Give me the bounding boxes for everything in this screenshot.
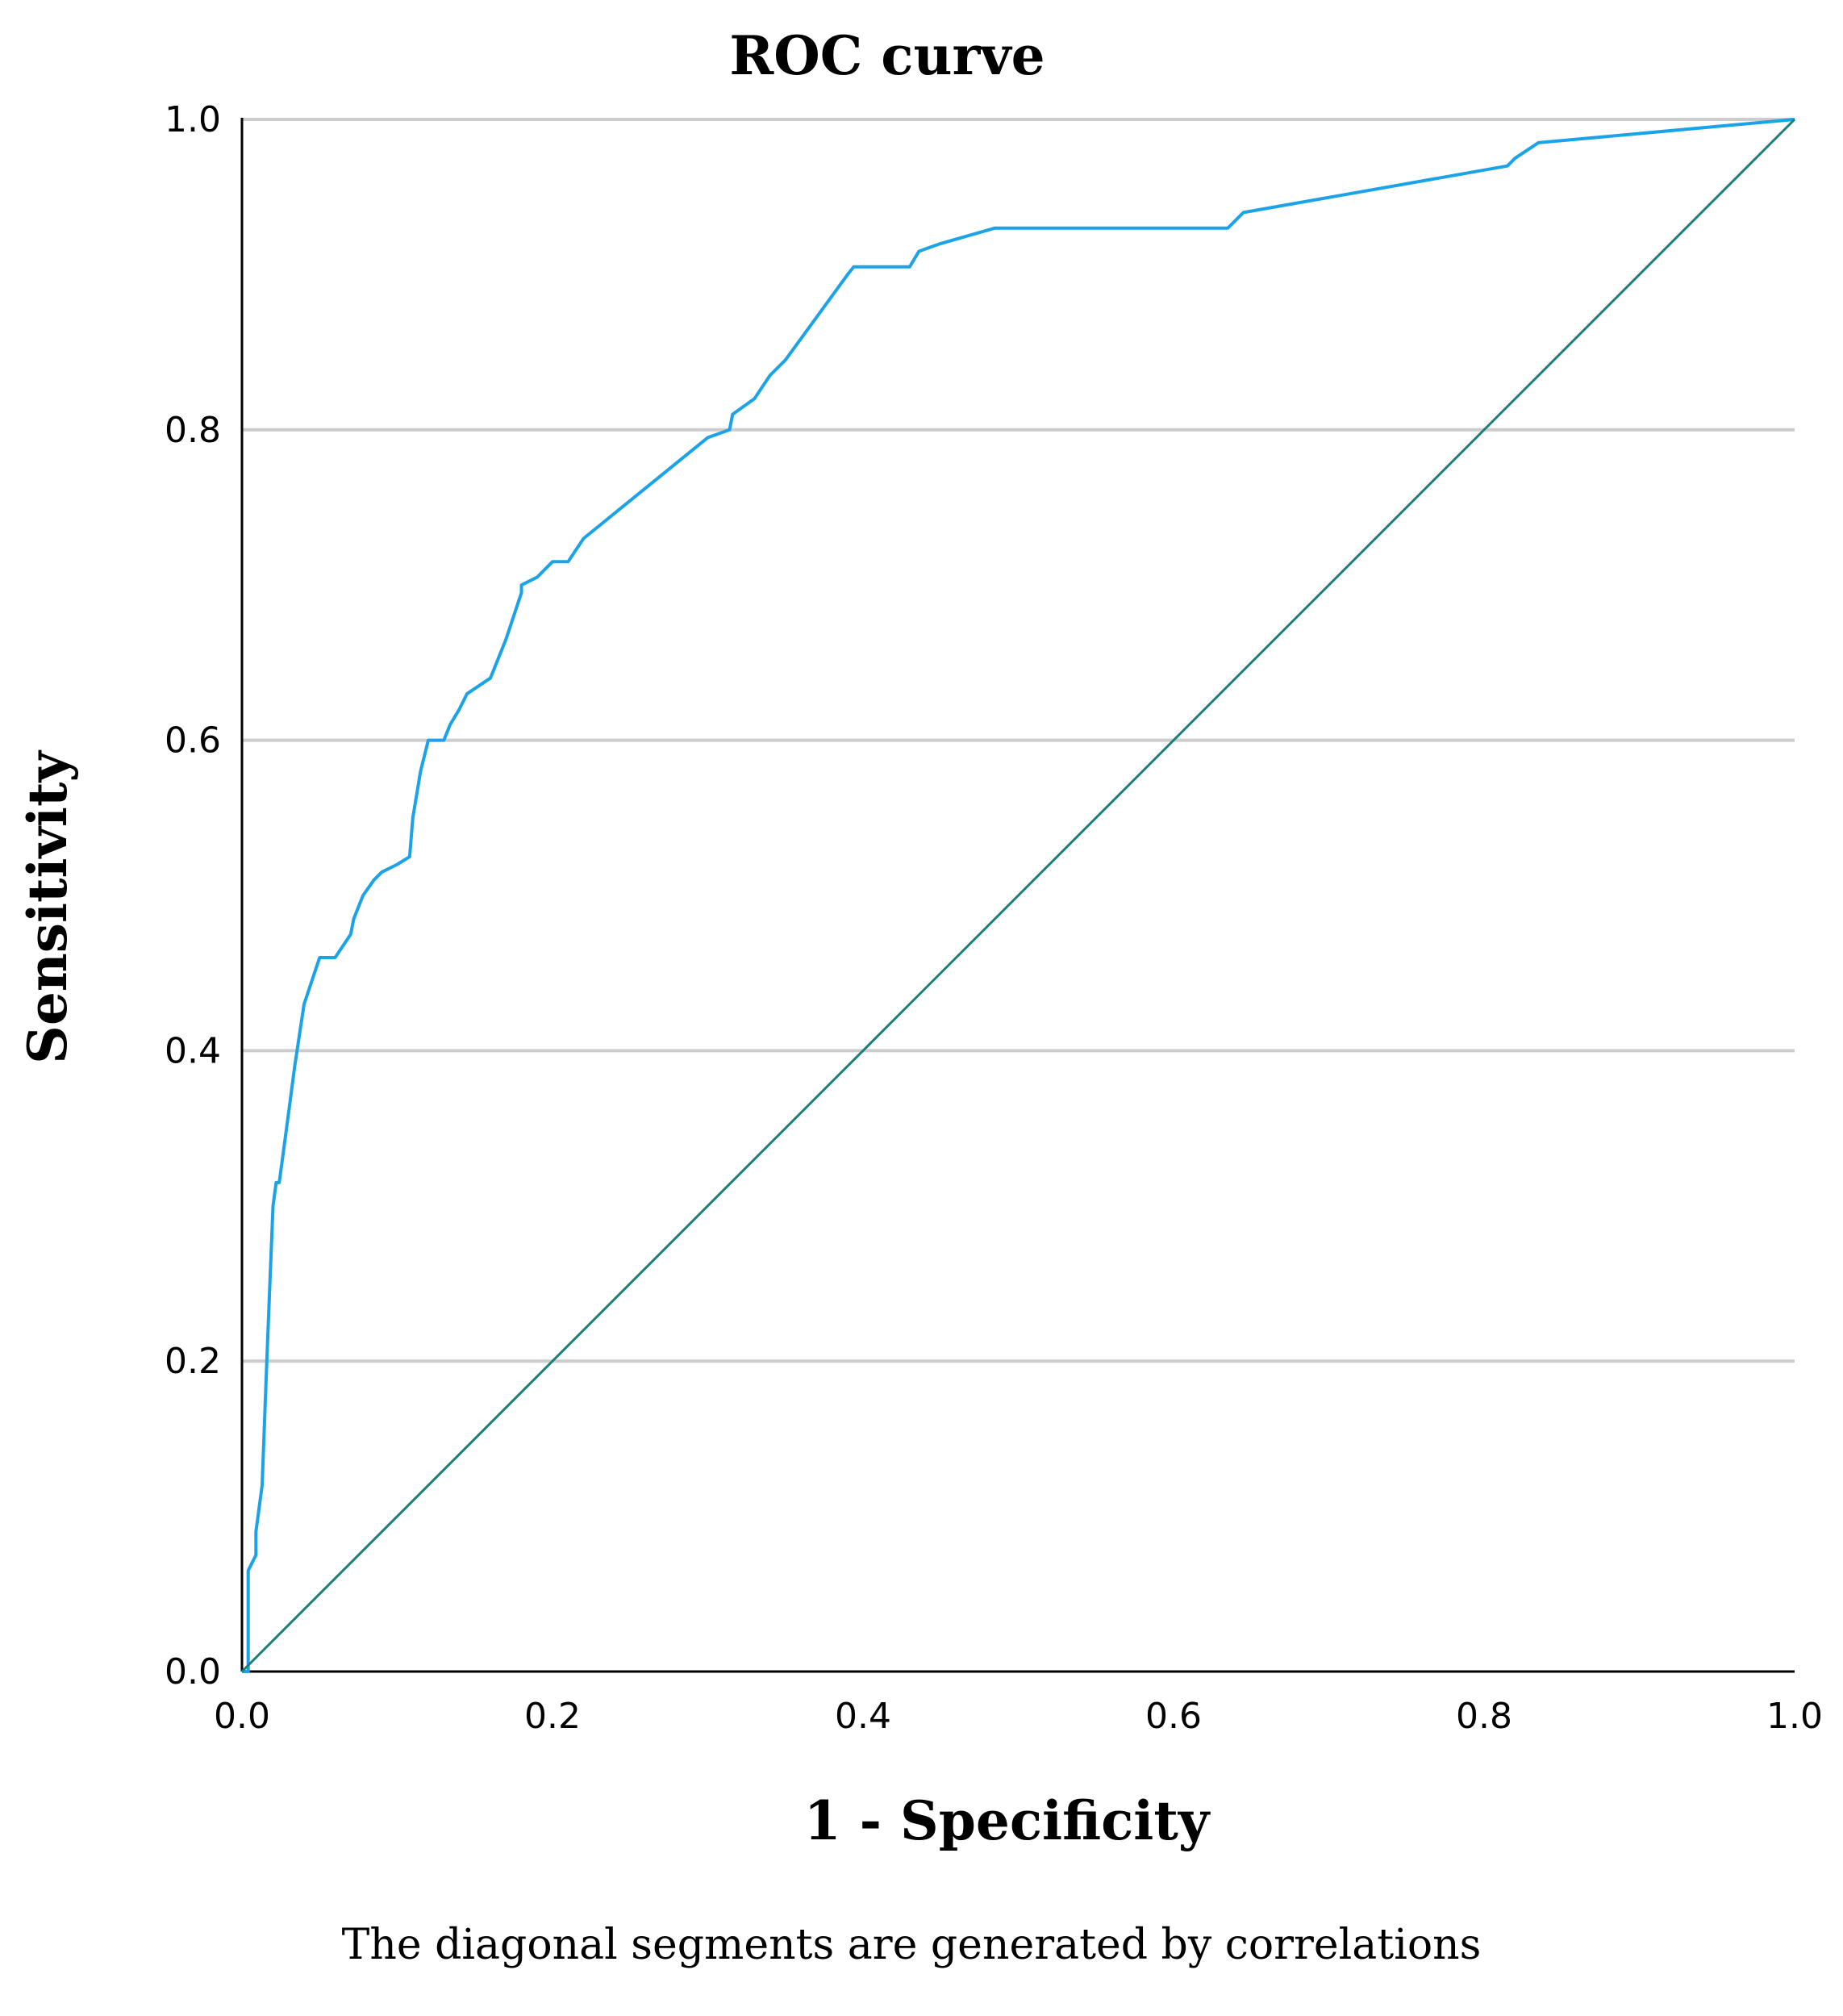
- y-tick-label: 0.8: [165, 410, 221, 451]
- y-tick-label: 0.6: [165, 720, 221, 762]
- axes: [240, 118, 1795, 1673]
- x-tick-label: 0.2: [524, 1696, 581, 1737]
- x-tick-label: 0.4: [835, 1696, 891, 1737]
- y-axis-label: Sensitivity: [16, 750, 79, 1064]
- x-tick-label: 0.0: [214, 1696, 270, 1737]
- y-tick-label: 1.0: [165, 99, 221, 140]
- y-tick-label: 0.0: [165, 1651, 221, 1693]
- x-tick-labels: 0.0 0.2 0.4 0.6 0.8 1.0: [214, 1696, 1823, 1737]
- x-tick-label: 1.0: [1766, 1696, 1823, 1737]
- x-tick-label: 0.8: [1456, 1696, 1512, 1737]
- gridlines: [242, 118, 1795, 1363]
- x-tick-label: 0.6: [1145, 1696, 1202, 1737]
- chart-title: ROC curve: [729, 24, 1045, 87]
- y-tick-label: 0.2: [165, 1341, 221, 1382]
- y-tick-label: 0.4: [165, 1030, 221, 1071]
- x-axis-label: 1 - Specificity: [804, 1789, 1211, 1852]
- plot-series: [240, 118, 1796, 1673]
- y-tick-labels: 0.0 0.2 0.4 0.6 0.8 1.0: [165, 99, 221, 1693]
- reference-diagonal-line: [240, 118, 1796, 1673]
- chart-footnote: The diagonal segments are generated by c…: [342, 1921, 1482, 1969]
- roc-curve-line: [242, 118, 1795, 1673]
